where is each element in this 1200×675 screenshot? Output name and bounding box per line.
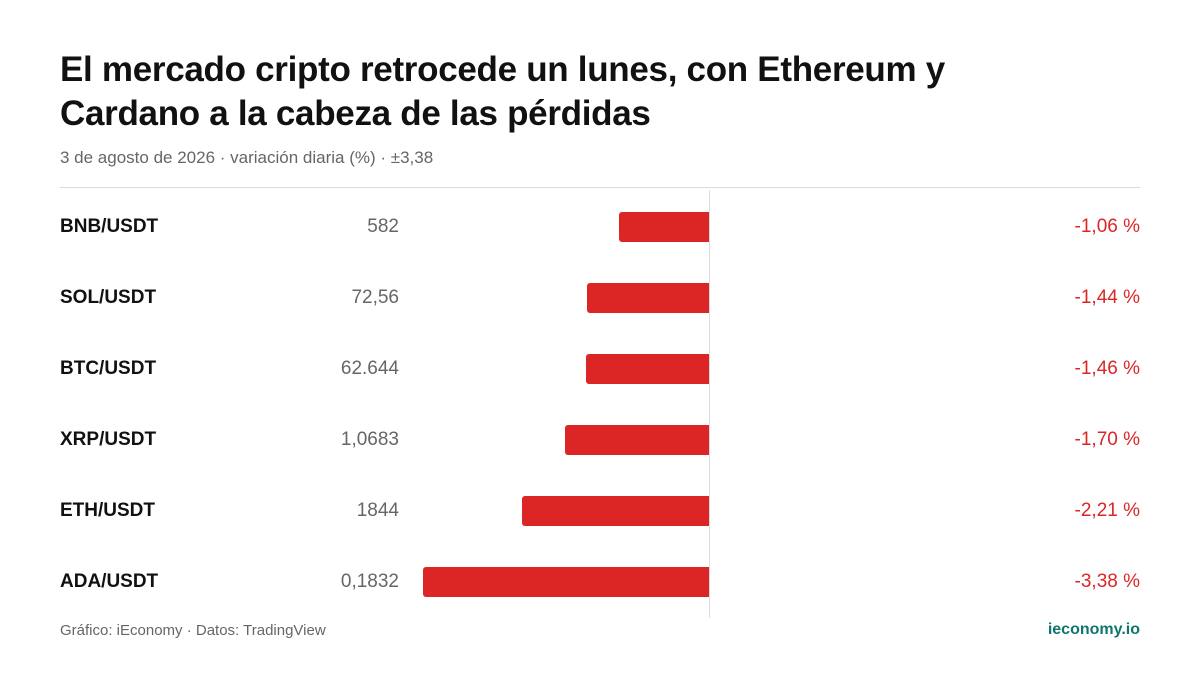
bar-row: SOL/USDT 72,56 -1,44 % xyxy=(60,278,1140,318)
bar-row: XRP/USDT 1,0683 -1,70 % xyxy=(60,420,1140,460)
source-credit: Gráfico: iEconomy · Datos: TradingView xyxy=(60,622,326,639)
bar-row: ETH/USDT 1844 -2,21 % xyxy=(60,491,1140,531)
header-divider xyxy=(60,187,1140,188)
bar-row: BNB/USDT 582 -1,06 % xyxy=(60,207,1140,247)
change-label: -3,38 % xyxy=(1074,571,1140,592)
price-label: 0,1832 xyxy=(340,571,399,592)
bar xyxy=(587,283,709,313)
bar xyxy=(565,425,709,455)
change-label: -1,70 % xyxy=(1074,429,1140,450)
bar xyxy=(423,567,709,597)
change-label: -1,44 % xyxy=(1074,287,1140,308)
price-label: 72,56 xyxy=(351,287,399,308)
zero-axis-line xyxy=(709,190,710,618)
pair-label: BNB/USDT xyxy=(60,216,159,237)
pair-label: ADA/USDT xyxy=(60,571,159,592)
change-label: -1,06 % xyxy=(1074,216,1140,237)
bar-row: ADA/USDT 0,1832 -3,38 % xyxy=(60,562,1140,602)
pair-label: ETH/USDT xyxy=(60,500,155,521)
price-label: 582 xyxy=(367,216,399,237)
brand-link[interactable]: ieconomy.io xyxy=(1047,621,1140,638)
change-label: -2,21 % xyxy=(1074,500,1140,521)
change-label: -1,46 % xyxy=(1074,358,1140,379)
price-label: 62.644 xyxy=(340,358,399,379)
chart-title: El mercado cripto retrocede un lunes, co… xyxy=(60,50,945,133)
pair-label: SOL/USDT xyxy=(60,287,157,308)
bar-row: BTC/USDT 62.644 -1,46 % xyxy=(60,349,1140,389)
pair-label: XRP/USDT xyxy=(60,429,157,450)
chart-subtitle: 3 de agosto de 2026 · variación diaria (… xyxy=(60,148,434,167)
pair-label: BTC/USDT xyxy=(60,358,157,379)
price-label: 1844 xyxy=(356,500,399,521)
bar xyxy=(522,496,709,526)
bar xyxy=(585,354,709,384)
price-label: 1,0683 xyxy=(340,429,399,450)
bar xyxy=(619,212,709,242)
